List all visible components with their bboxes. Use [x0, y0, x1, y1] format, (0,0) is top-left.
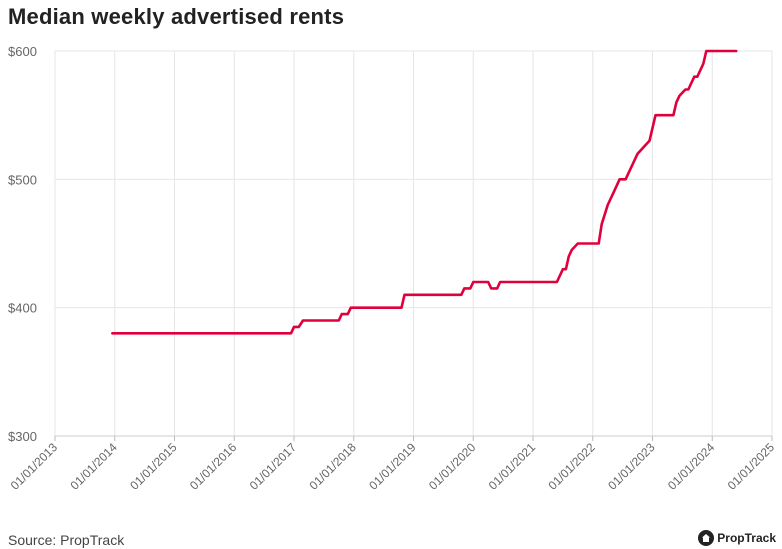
- data-point: [490, 287, 492, 290]
- y-tick-label: $600: [8, 44, 37, 59]
- y-tick-label: $500: [8, 172, 37, 187]
- x-tick-label: 01/01/2020: [426, 440, 479, 493]
- data-point: [550, 281, 552, 283]
- data-point: [463, 287, 466, 290]
- data-point: [705, 50, 708, 52]
- x-tick-label: 01/01/2016: [187, 440, 240, 493]
- x-tick-label: 01/01/2025: [725, 440, 778, 493]
- data-point: [735, 50, 737, 52]
- data-point: [111, 332, 114, 335]
- x-tick-label: 01/01/2023: [605, 440, 658, 493]
- data-point: [606, 204, 609, 206]
- x-tick-label: 01/01/2021: [486, 440, 539, 493]
- data-point: [678, 95, 681, 97]
- line-chart: $300$400$500$600 01/01/2013 01/01/2014 01/…: [8, 44, 778, 493]
- y-tick-label: $400: [8, 301, 37, 316]
- data-point: [636, 152, 639, 155]
- data-point: [580, 242, 582, 245]
- y-tick-labels: $300 $400 $500 $600: [8, 44, 37, 444]
- grid-lines: [54, 50, 773, 437]
- data-point: [565, 268, 567, 270]
- data-point: [460, 294, 463, 296]
- data-point: [341, 313, 343, 315]
- data-point: [648, 140, 651, 142]
- brand-name: PropTrack: [717, 531, 776, 545]
- data-point: [297, 326, 300, 328]
- x-tick-label: 01/01/2017: [247, 440, 300, 493]
- x-tick-label: 01/01/2015: [127, 440, 180, 493]
- x-tick-labels: 01/01/2013 01/01/2014 01/01/2015 01/01/2016…: [8, 440, 778, 493]
- x-tick-label: 01/01/2024: [665, 440, 718, 493]
- x-tick-label: 01/01/2019: [366, 440, 419, 493]
- brand-logo: PropTrack: [698, 530, 776, 546]
- data-point: [302, 319, 304, 322]
- data-point: [469, 287, 472, 290]
- data-point: [349, 306, 352, 309]
- data-point: [487, 281, 489, 283]
- data-point: [711, 50, 714, 52]
- x-tick-label: 01/01/2018: [307, 440, 360, 493]
- data-point: [600, 223, 603, 226]
- data-point: [571, 249, 573, 251]
- data-point: [403, 294, 406, 296]
- data-point: [612, 191, 615, 193]
- data-point: [702, 63, 705, 65]
- data-point: [687, 88, 690, 91]
- data-point: [654, 114, 657, 116]
- data-point: [693, 75, 696, 78]
- data-point: [684, 88, 687, 91]
- x-tick-label: 01/01/2013: [8, 440, 61, 493]
- x-tick-label: 01/01/2022: [546, 440, 599, 493]
- axes: [54, 435, 773, 441]
- data-point: [675, 101, 678, 104]
- data-point: [672, 114, 675, 116]
- data-point: [499, 281, 501, 283]
- series-line: [111, 49, 738, 335]
- data-point: [338, 319, 340, 322]
- data-point: [305, 319, 307, 322]
- data-point: [642, 146, 645, 149]
- house-icon: [698, 530, 715, 546]
- series-layer: [111, 49, 738, 335]
- chart-title: Median weekly advertised rents: [8, 4, 345, 29]
- data-point: [400, 306, 403, 309]
- data-point: [568, 255, 570, 258]
- data-point: [562, 268, 564, 270]
- data-point: [657, 114, 660, 116]
- data-point: [290, 332, 292, 335]
- data-point: [556, 281, 558, 283]
- data-point: [618, 178, 621, 181]
- data-point: [624, 178, 627, 181]
- data-point: [577, 242, 579, 245]
- source-note: Source: PropTrack: [8, 532, 125, 548]
- data-point: [293, 326, 295, 328]
- data-point: [696, 75, 699, 78]
- y-tick-label: $300: [8, 429, 37, 444]
- data-point: [472, 281, 475, 283]
- data-point: [496, 287, 498, 290]
- data-point: [346, 313, 349, 315]
- x-tick-label: 01/01/2014: [68, 440, 121, 493]
- data-point: [597, 242, 600, 245]
